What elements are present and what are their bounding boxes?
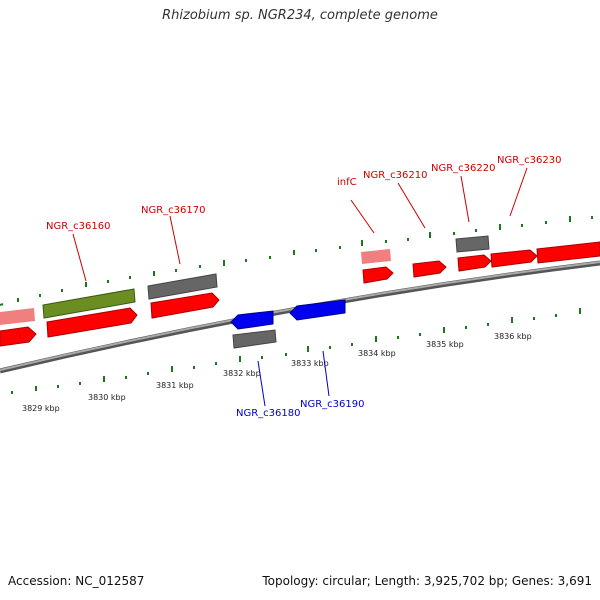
gene-arrow-forward[interactable] <box>0 326 37 347</box>
scale-label: 3835 kbp <box>426 340 464 349</box>
gene-feature-pink[interactable] <box>0 308 35 325</box>
gene-arrow-reverse[interactable] <box>230 310 274 330</box>
scale-label: 3833 kbp <box>291 359 329 368</box>
gene-label-ngr-c36170[interactable]: NGR_c36170 <box>141 205 206 216</box>
gene-label-leader <box>72 233 87 282</box>
gene-arrow-forward[interactable] <box>150 292 220 319</box>
gene-label-leader <box>350 199 375 234</box>
gene-feature-grey[interactable] <box>147 273 218 300</box>
gene-label-ngr-c36220[interactable]: NGR_c36220 <box>431 163 496 174</box>
gene-arrow-forward[interactable] <box>490 249 538 268</box>
scale-label: 3836 kbp <box>494 332 532 341</box>
scale-label: 3831 kbp <box>156 381 194 390</box>
gene-label-ngr-c36160[interactable]: NGR_c36160 <box>46 221 111 232</box>
gene-arrow-forward[interactable] <box>457 254 492 272</box>
gene-label-leader <box>397 182 426 229</box>
gene-feature-pink[interactable] <box>361 249 391 264</box>
gene-feature-grey[interactable] <box>455 235 490 253</box>
gene-arrow-reverse[interactable] <box>289 299 346 321</box>
gene-label-leader <box>460 175 470 223</box>
scale-label: 3830 kbp <box>88 393 126 402</box>
scale-label: 3832 kbp <box>223 369 261 378</box>
gene-arrow-forward[interactable] <box>412 260 447 278</box>
gene-label-leader <box>509 167 528 217</box>
gene-feature-olive[interactable] <box>42 288 136 319</box>
upper-tick-track <box>0 216 593 306</box>
gene-label-leader <box>322 350 330 397</box>
gene-label-leader <box>169 215 181 265</box>
genome-summary-text: Topology: circular; Length: 3,925,702 bp… <box>262 574 592 588</box>
gene-arrow-forward[interactable] <box>362 266 394 284</box>
gene-label-ngr-c36180[interactable]: NGR_c36180 <box>236 408 301 419</box>
scale-label: 3834 kbp <box>358 349 396 358</box>
gene-label-ngr-c36230[interactable]: NGR_c36230 <box>497 155 562 166</box>
gene-label-ngr-c36190[interactable]: NGR_c36190 <box>300 399 365 410</box>
genome-title: Rhizobium sp. NGR234, complete genome <box>162 8 438 23</box>
scale-label: 3829 kbp <box>22 404 60 413</box>
gene-label-infc[interactable]: infC <box>337 177 357 188</box>
gene-arrow-forward[interactable] <box>536 241 600 264</box>
accession-text: Accession: NC_012587 <box>8 574 145 588</box>
lower-tick-track <box>11 308 581 394</box>
gene-label-leader <box>257 360 266 407</box>
gene-arrow-forward[interactable] <box>46 307 138 338</box>
gene-label-ngr-c36210[interactable]: NGR_c36210 <box>363 170 428 181</box>
gene-feature-grey[interactable] <box>232 329 277 349</box>
